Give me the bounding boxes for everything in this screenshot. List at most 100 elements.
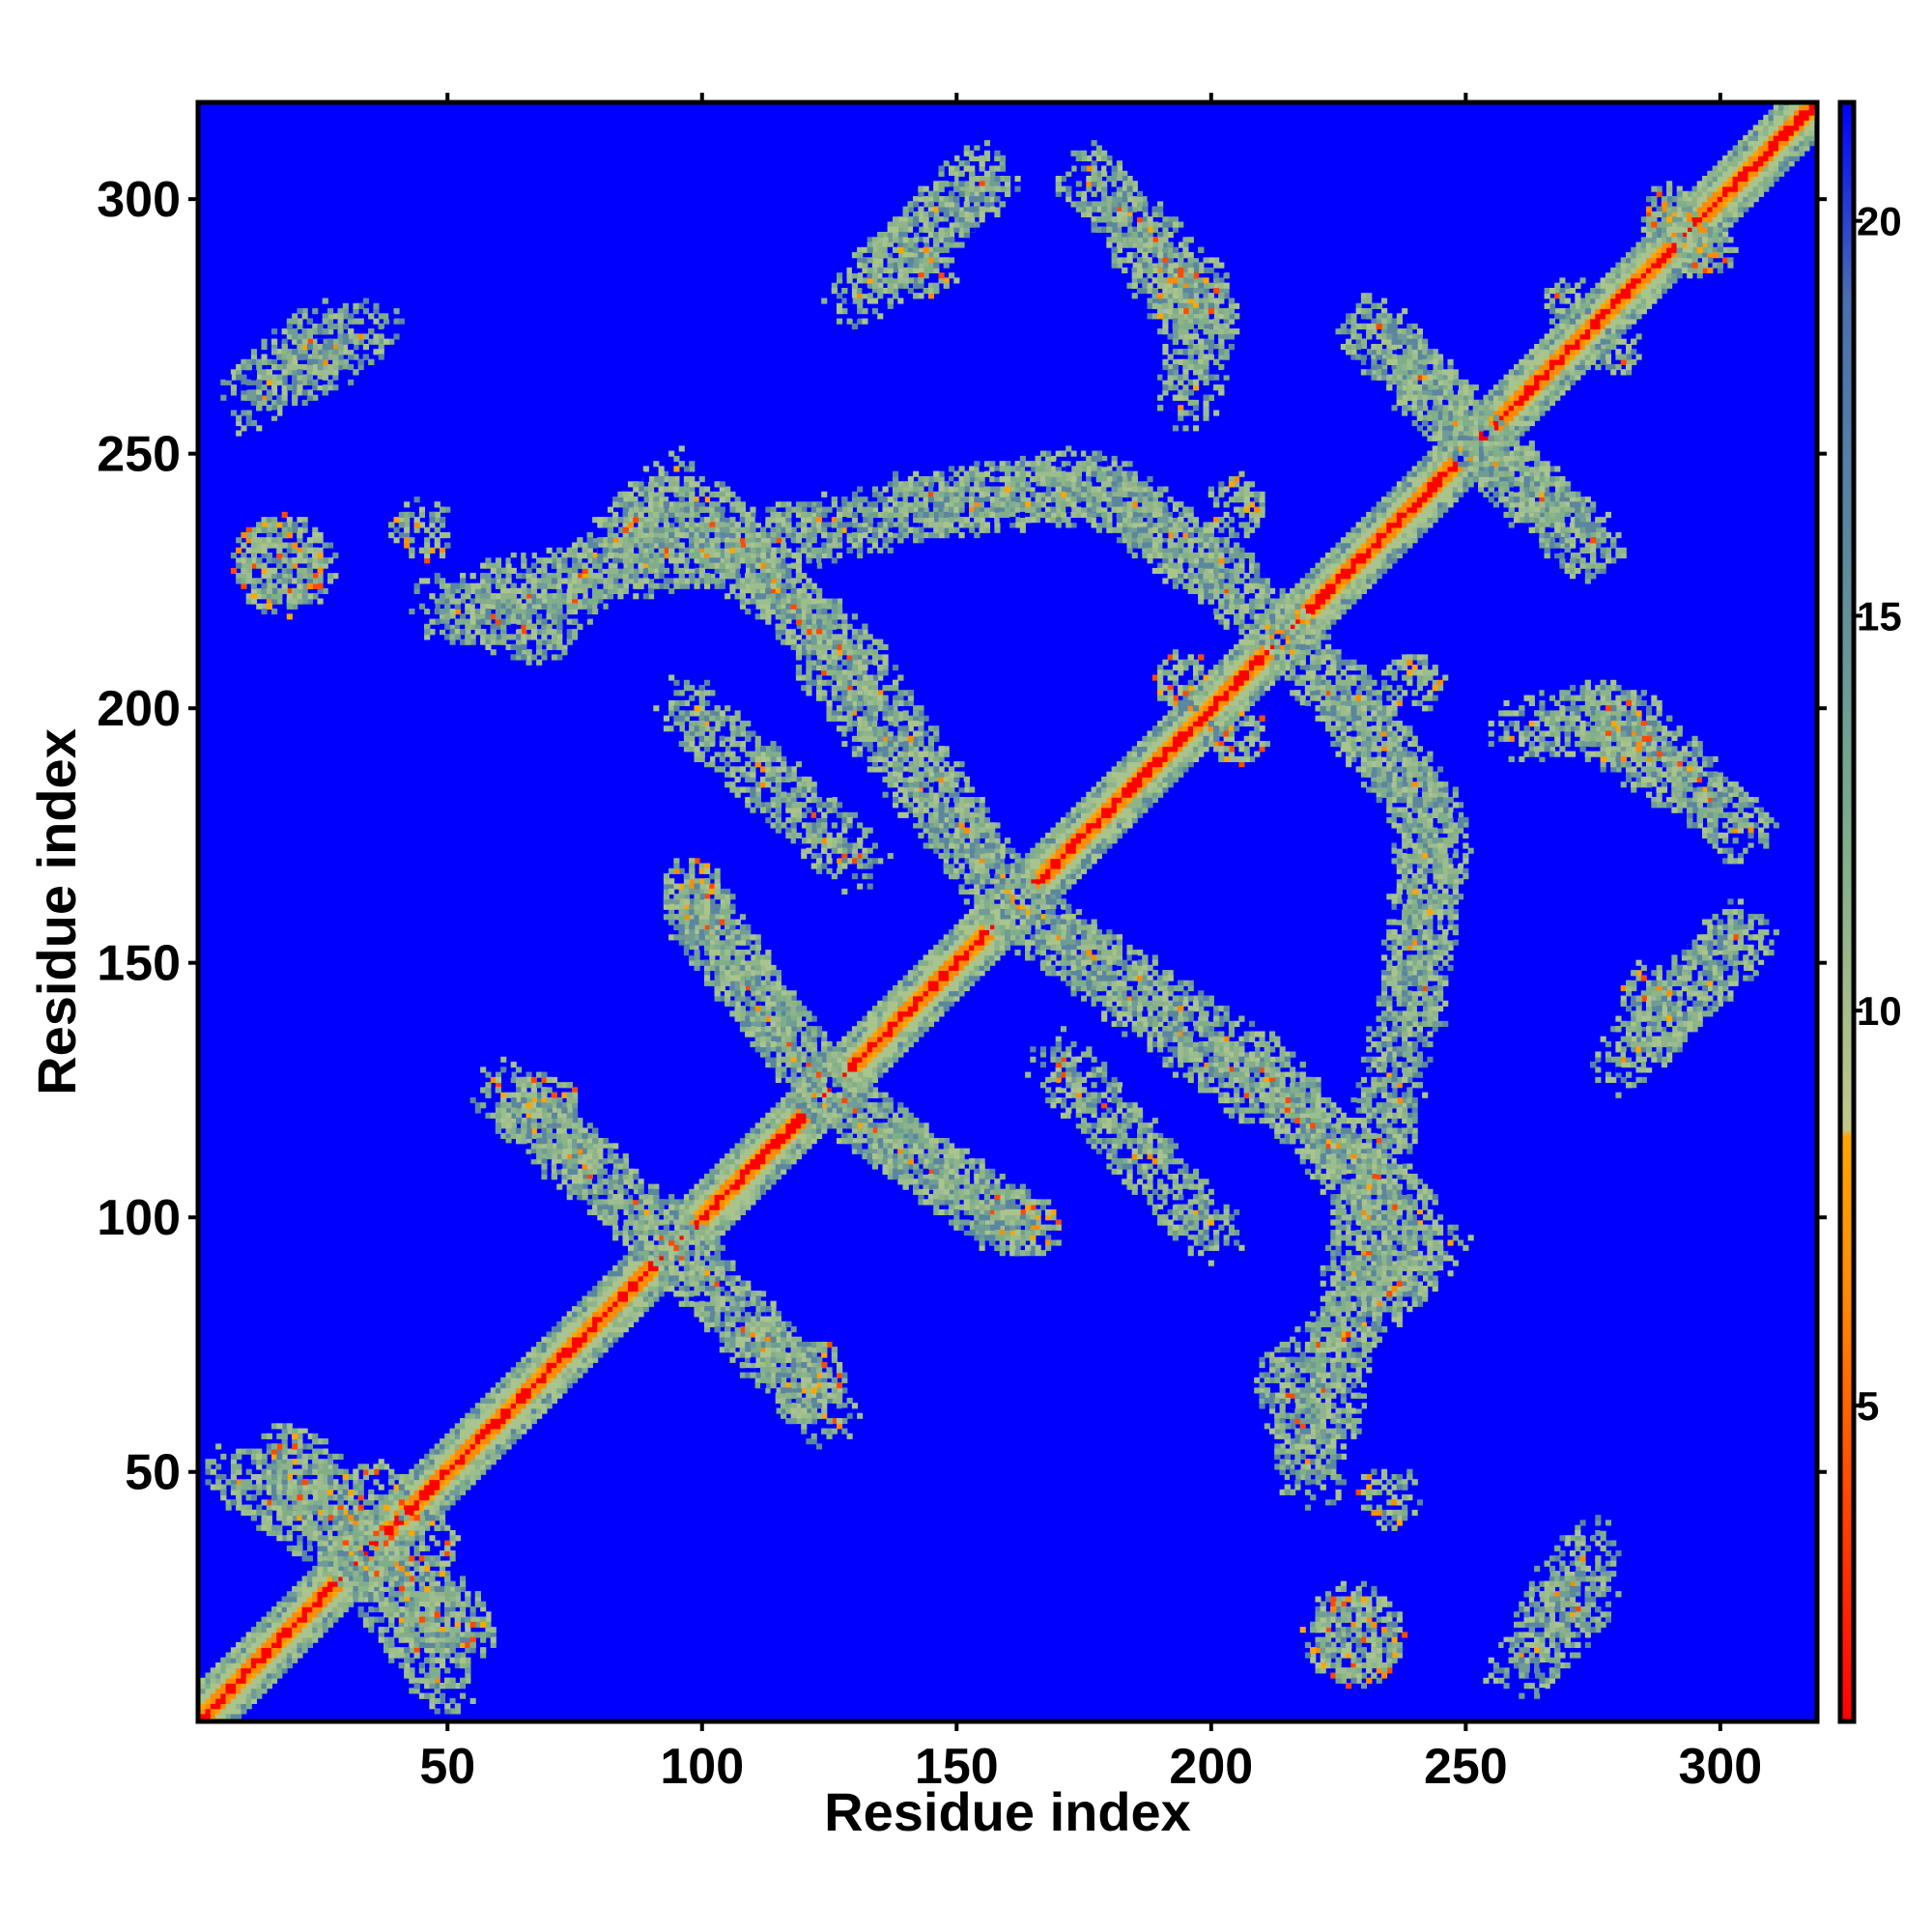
heatmap-cell	[745, 1164, 751, 1170]
heatmap-cell	[980, 970, 985, 976]
heatmap-cell	[781, 1164, 786, 1170]
heatmap-cell	[251, 1632, 257, 1637]
heatmap-cell	[536, 1373, 542, 1378]
heatmap-cell	[1076, 802, 1082, 808]
heatmap-cell	[1173, 772, 1179, 778]
heatmap-cell	[1117, 772, 1122, 778]
heatmap-cell	[1092, 858, 1097, 864]
heatmap-cell	[888, 1041, 894, 1047]
heatmap-cell	[1575, 364, 1580, 370]
heatmap-cell	[1458, 492, 1463, 497]
heatmap-cell	[1173, 746, 1179, 752]
heatmap-cell	[1015, 934, 1021, 940]
heatmap-cell	[1509, 420, 1515, 426]
heatmap-cell	[1238, 690, 1244, 696]
heatmap-cell	[1406, 492, 1412, 497]
heatmap-cell	[455, 1454, 461, 1460]
heatmap-cell	[307, 1617, 313, 1623]
heatmap-cell	[959, 970, 965, 976]
heatmap-cell	[332, 1546, 338, 1551]
heatmap-cell	[388, 1530, 394, 1536]
heatmap-cell	[1182, 741, 1188, 747]
heatmap-cell	[1422, 487, 1428, 493]
heatmap-cell	[1030, 878, 1036, 884]
heatmap-cell	[318, 1606, 324, 1612]
heatmap-cell	[1290, 593, 1295, 599]
heatmap-cell	[1554, 389, 1560, 395]
heatmap-cell	[709, 1189, 715, 1195]
heatmap-cell	[206, 1703, 212, 1709]
heatmap-cell	[1330, 578, 1336, 583]
heatmap-cell	[1575, 359, 1580, 365]
heatmap-cell	[1260, 690, 1265, 696]
heatmap-cell	[1406, 471, 1412, 477]
heatmap-cell	[251, 1637, 257, 1643]
heatmap-cell	[1132, 808, 1138, 813]
heatmap-cell	[485, 1418, 491, 1424]
heatmap-cell	[908, 976, 914, 981]
heatmap-cell	[939, 960, 945, 966]
heatmap-cell	[251, 1662, 257, 1668]
heatmap-cell	[720, 1184, 725, 1190]
heatmap-cell	[939, 996, 945, 1002]
heatmap-cell	[1631, 272, 1636, 278]
heatmap-cell	[1092, 808, 1097, 813]
heatmap-cell	[516, 1398, 522, 1404]
heatmap-cell	[735, 1214, 741, 1220]
heatmap-cell	[1260, 644, 1265, 650]
heatmap-cell	[491, 1413, 497, 1419]
heatmap-cell	[271, 1632, 277, 1637]
heatmap-cell	[1106, 833, 1112, 838]
heatmap-cell	[1545, 349, 1550, 355]
heatmap-cell	[1554, 395, 1560, 401]
heatmap-cell	[908, 1001, 914, 1007]
heatmap-cell	[603, 1317, 609, 1322]
heatmap-cell	[1575, 339, 1580, 345]
heatmap-cell	[1498, 415, 1504, 421]
heatmap-cell	[1173, 756, 1179, 762]
heatmap-cell	[1254, 675, 1260, 681]
heatmap-cell	[338, 1576, 344, 1581]
heatmap-cell	[933, 985, 939, 991]
heatmap-cell	[771, 1128, 777, 1134]
heatmap-cell	[1662, 242, 1667, 248]
heatmap-cell	[918, 965, 923, 971]
heatmap-cell	[332, 1606, 338, 1612]
heatmap-cell	[1417, 481, 1423, 487]
heatmap-cell	[689, 1209, 695, 1215]
heatmap-cell	[1198, 736, 1204, 742]
heatmap-cell	[1453, 481, 1459, 487]
heatmap-cell	[612, 1270, 618, 1276]
heatmap-cell	[781, 1143, 786, 1149]
heatmap-cell	[536, 1413, 542, 1419]
heatmap-cell	[318, 1586, 324, 1592]
heatmap-cell	[1514, 411, 1520, 416]
heatmap-cell	[1198, 746, 1204, 752]
heatmap-cell	[587, 1352, 593, 1358]
heatmap-cell	[297, 1622, 302, 1628]
heatmap-cell	[485, 1434, 491, 1439]
heatmap-cell	[1269, 669, 1275, 675]
heatmap-cell	[648, 1281, 654, 1287]
heatmap-cell	[302, 1576, 308, 1581]
heatmap-cell	[1106, 843, 1112, 849]
heatmap-cell	[236, 1683, 242, 1689]
heatmap-cell	[1433, 471, 1438, 477]
heatmap-cell	[541, 1362, 547, 1368]
heatmap-cell	[1045, 833, 1051, 838]
heatmap-cell	[1168, 756, 1174, 762]
heatmap-cell	[1437, 487, 1443, 493]
heatmap-cell	[1325, 578, 1331, 583]
heatmap-cell	[526, 1352, 532, 1358]
heatmap-cell	[582, 1362, 588, 1368]
heatmap-cell	[953, 950, 959, 955]
heatmap-cell	[1585, 298, 1591, 304]
heatmap-cell	[1575, 344, 1580, 350]
heatmap-cell	[740, 1184, 746, 1190]
heatmap-cell	[903, 1041, 909, 1047]
heatmap-cell	[1081, 868, 1087, 874]
heatmap-cell	[1101, 838, 1107, 843]
heatmap-cell	[709, 1184, 715, 1190]
heatmap-cell	[1509, 400, 1515, 406]
heatmap-cell	[1498, 389, 1504, 395]
